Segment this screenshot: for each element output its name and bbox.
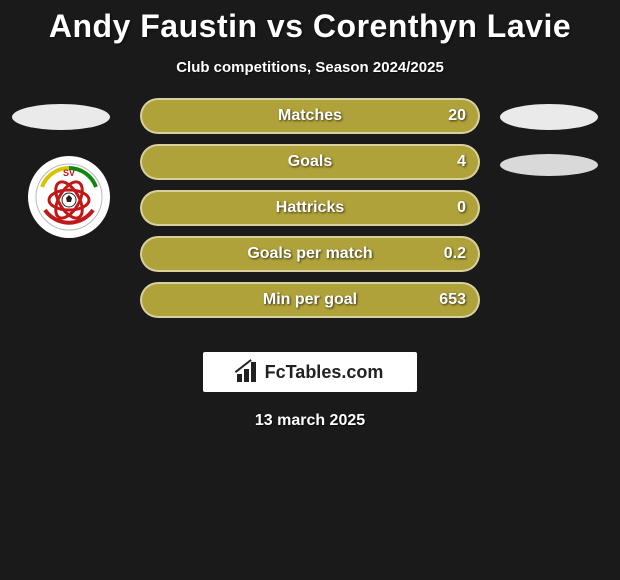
- bar-chart-icon: [237, 362, 259, 382]
- club-badge: SV: [28, 156, 110, 238]
- comparison-stage: SV Matches 20 Goals 4 Hattricks 0 Goals per ma…: [0, 98, 620, 338]
- stat-bar-label: Goals: [288, 153, 332, 171]
- stat-bar-value: 0: [457, 199, 466, 217]
- stat-bar-label: Min per goal: [263, 291, 357, 309]
- stat-bar-value: 653: [439, 291, 466, 309]
- stat-bar: Hattricks 0: [140, 190, 480, 226]
- stat-bar: Matches 20: [140, 98, 480, 134]
- stat-bar-value: 4: [457, 153, 466, 171]
- club-badge-icon: SV: [34, 162, 104, 232]
- stat-bar-value: 20: [448, 107, 466, 125]
- stat-bar: Min per goal 653: [140, 282, 480, 318]
- stat-bar-value: 0.2: [444, 245, 466, 263]
- left-avatar-placeholder: [12, 104, 110, 130]
- brand-text: FcTables.com: [265, 362, 384, 383]
- stat-bar: Goals 4: [140, 144, 480, 180]
- right-avatar-placeholder-2: [500, 154, 598, 176]
- stat-bar-label: Matches: [278, 107, 342, 125]
- right-avatar-placeholder-1: [500, 104, 598, 130]
- subtitle: Club competitions, Season 2024/2025: [0, 59, 620, 76]
- stat-bars: Matches 20 Goals 4 Hattricks 0 Goals per match…: [140, 98, 480, 328]
- stat-bar-label: Goals per match: [247, 245, 372, 263]
- page-title: Andy Faustin vs Corenthyn Lavie: [0, 0, 620, 45]
- stat-bar: Goals per match 0.2: [140, 236, 480, 272]
- stat-bar-label: Hattricks: [276, 199, 344, 217]
- brand-badge[interactable]: FcTables.com: [203, 352, 417, 392]
- badge-top-text: SV: [63, 168, 75, 178]
- date-label: 13 march 2025: [0, 412, 620, 430]
